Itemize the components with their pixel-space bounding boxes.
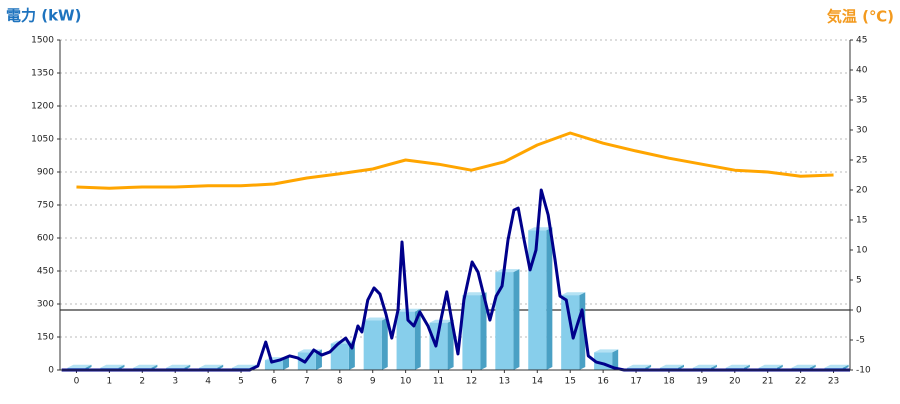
y-tick-label: 450 [37, 267, 54, 277]
y-tick-label: 1500 [31, 36, 54, 46]
x-tick-label: 20 [729, 377, 741, 387]
y-tick-label: 1200 [31, 102, 54, 112]
bar-top [626, 364, 652, 368]
y-tick-label: 900 [37, 168, 54, 178]
x-tick-label: 10 [400, 377, 412, 387]
bar-side [546, 227, 553, 370]
y2-tick-label: 5 [856, 276, 862, 286]
bar-top [462, 292, 487, 296]
bar-side [480, 292, 487, 370]
y2-tick-label: 45 [856, 36, 867, 46]
x-tick-label: 7 [304, 377, 310, 387]
x-tick-label: 21 [762, 377, 773, 387]
bar-top [725, 364, 750, 368]
y2-tick-label: -10 [856, 366, 871, 376]
y-tick-label: 150 [37, 333, 54, 343]
bar-side [612, 349, 619, 370]
bar-top [133, 364, 158, 368]
temperature-line [76, 131, 834, 190]
power-line [61, 188, 850, 372]
x-tick-label: 11 [433, 377, 444, 387]
x-tick-label: 0 [74, 377, 80, 387]
bar-top [758, 364, 783, 368]
x-tick-label: 3 [172, 377, 178, 387]
x-tick-label: 22 [795, 377, 806, 387]
x-tick-label: 5 [238, 377, 244, 387]
x-tick-label: 8 [337, 377, 343, 387]
bar-top [528, 227, 553, 231]
y-tick-label: 600 [37, 234, 54, 244]
y2-tick-label: 30 [856, 126, 868, 136]
bar-top [692, 364, 717, 368]
y-tick-label: 750 [37, 201, 54, 211]
y-tick-label: 1350 [31, 69, 54, 79]
y2-tick-label: 35 [856, 96, 867, 106]
bar-top [561, 292, 586, 296]
bar-top [199, 364, 224, 368]
x-tick-label: 15 [564, 377, 575, 387]
x-tick-label: 12 [466, 377, 477, 387]
x-tick-label: 16 [597, 377, 609, 387]
x-tick-label: 4 [205, 377, 211, 387]
bar [429, 322, 448, 370]
bar [561, 295, 580, 370]
bar [264, 360, 284, 370]
bar-top [495, 269, 520, 273]
y2-tick-label: 20 [856, 186, 868, 196]
bar-top [67, 364, 92, 368]
bar-top [791, 364, 816, 368]
x-tick-label: 17 [630, 377, 641, 387]
y2-tick-label: 15 [856, 216, 867, 226]
y2-tick-label: 40 [856, 66, 868, 76]
bar [528, 230, 547, 370]
bar-top [594, 349, 619, 353]
x-tick-label: 13 [499, 377, 510, 387]
y-axis-title: 電力 (kW) [6, 7, 81, 25]
bar-top [824, 364, 849, 368]
bar-side [447, 319, 454, 370]
bar-top [363, 317, 388, 321]
y-tick-label: 1050 [31, 135, 54, 145]
bar-top [100, 364, 125, 368]
x-tick-label: 1 [107, 377, 113, 387]
x-tick-label: 18 [663, 377, 675, 387]
bar [495, 272, 514, 370]
y2-tick-label: 25 [856, 156, 867, 166]
bar-top [659, 364, 685, 368]
bar [363, 320, 382, 370]
bar-side [513, 269, 520, 370]
y2-tick-label: 10 [856, 246, 868, 256]
x-tick-label: 2 [139, 377, 145, 387]
bar [396, 311, 415, 370]
bar [462, 295, 481, 370]
bar-top [166, 364, 191, 368]
x-tick-label: 23 [828, 377, 839, 387]
x-tick-label: 14 [532, 377, 544, 387]
x-tick-label: 19 [696, 377, 708, 387]
y-tick-label: 0 [48, 366, 54, 376]
x-tick-label: 6 [271, 377, 277, 387]
bar-side [283, 357, 290, 370]
y2-tick-label: -5 [856, 336, 865, 346]
bar [330, 343, 349, 370]
y2-tick-label: 0 [856, 306, 862, 316]
bar-top [231, 364, 257, 368]
y2-axis-title: 気温 (℃) [827, 8, 894, 26]
y-tick-label: 300 [37, 300, 54, 310]
x-tick-label: 9 [370, 377, 376, 387]
bar-side [381, 317, 388, 370]
